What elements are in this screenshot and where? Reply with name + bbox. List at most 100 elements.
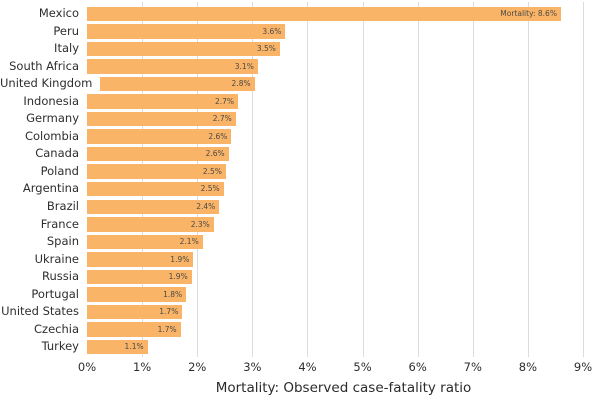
bar-value-label: 2.7%: [214, 96, 234, 106]
country-label: Brazil: [46, 199, 79, 214]
bar-value-label: 2.6%: [205, 149, 225, 159]
country-label: Germany: [26, 111, 79, 126]
x-axis: 0% 1% 2% 3% 4% 5% 6% 7% 8% 9%: [0, 360, 600, 376]
x-tick-label: 5%: [353, 360, 372, 374]
mortality-bar[interactable]: 2.7%: [87, 94, 238, 109]
bar-track: 2.1%: [87, 234, 600, 250]
bar-row: Germany 2.7%: [0, 110, 600, 128]
x-tick-label: 8%: [518, 360, 537, 374]
country-label: Portugal: [31, 286, 79, 301]
country-label: Mexico: [38, 6, 79, 21]
bar-track: 1.7%: [87, 304, 600, 320]
bar-track: 2.6%: [87, 129, 600, 144]
country-label: Czechia: [34, 321, 79, 336]
bar-row: Turkey 1.1%: [0, 338, 600, 356]
bar-track: 2.8%: [100, 76, 600, 92]
country-label: United Kingdom: [0, 76, 93, 91]
bar-value-label: 2.7%: [212, 114, 232, 124]
mortality-bar[interactable]: 2.1%: [87, 234, 203, 250]
country-label: Italy: [54, 41, 79, 56]
x-tick-label: 6%: [408, 360, 427, 374]
country-label: Poland: [40, 163, 79, 178]
bar-value-label: Mortality: 8.6%: [500, 9, 557, 19]
mortality-bar[interactable]: 3.1%: [87, 59, 258, 74]
mortality-bar[interactable]: 2.5%: [87, 181, 224, 197]
country-label: Russia: [42, 269, 79, 284]
mortality-bar[interactable]: 2.7%: [87, 111, 236, 127]
mortality-bar[interactable]: 1.7%: [87, 322, 181, 337]
bar-track: Mortality: 8.6%: [87, 6, 600, 22]
bar-track: 2.5%: [87, 164, 600, 179]
mortality-bar[interactable]: 1.7%: [87, 304, 183, 320]
bar-track: 2.7%: [87, 94, 600, 109]
bar-track: 1.1%: [87, 339, 600, 355]
bar-row: United Kingdom 2.8%: [0, 75, 600, 93]
mortality-bar[interactable]: 1.8%: [87, 287, 187, 302]
country-label: Spain: [46, 234, 79, 249]
bar-track: 2.7%: [87, 111, 600, 127]
x-tick-label: 1%: [132, 360, 152, 374]
x-tick-label: 0%: [77, 360, 97, 374]
bar-value-label: 3.1%: [234, 61, 254, 71]
mortality-bar[interactable]: 1.9%: [87, 252, 194, 267]
bar-row: France 2.3%: [0, 216, 600, 234]
bar-track: 1.9%: [87, 269, 600, 285]
bar-track: 1.7%: [87, 322, 600, 337]
bar-value-label: 2.5%: [200, 184, 220, 194]
bar-row: Canada 2.6%: [0, 145, 600, 163]
bar-value-label: 2.1%: [179, 237, 199, 247]
bar-track: 1.8%: [87, 287, 600, 302]
bar-value-label: 1.1%: [124, 342, 144, 352]
mortality-bar[interactable]: 1.9%: [87, 269, 192, 285]
bar-row: Mexico Mortality: 8.6%: [0, 5, 600, 23]
mortality-bar[interactable]: 2.6%: [87, 146, 229, 162]
bar-track: 2.5%: [87, 181, 600, 197]
country-label: France: [40, 216, 79, 231]
country-label: Argentina: [22, 181, 79, 196]
gridline: [142, 2, 144, 357]
bar-track: 2.6%: [87, 146, 600, 162]
bar-track: 2.4%: [87, 199, 600, 215]
mortality-bar[interactable]: 2.4%: [87, 199, 220, 215]
mortality-bar[interactable]: 3.5%: [87, 41, 280, 57]
country-label: United States: [1, 304, 79, 319]
bar-row: Portugal 1.8%: [0, 286, 600, 304]
gridline: [472, 2, 474, 357]
mortality-bar[interactable]: 3.6%: [87, 24, 286, 39]
bar-value-label: 1.7%: [159, 307, 179, 317]
mortality-bar[interactable]: 2.6%: [87, 129, 232, 144]
country-label: South Africa: [9, 58, 79, 73]
bar-value-label: 2.4%: [196, 202, 216, 212]
country-label: Colombia: [24, 128, 79, 143]
bar-row: Colombia 2.6%: [0, 128, 600, 146]
mortality-bar[interactable]: 2.8%: [100, 76, 255, 92]
bar-value-label: 1.7%: [157, 324, 177, 334]
gridline: [417, 2, 419, 357]
mortality-bar[interactable]: 2.5%: [87, 164, 226, 179]
gridline: [307, 2, 309, 357]
gridline: [527, 2, 529, 357]
gridlines: [142, 2, 584, 357]
plot-area[interactable]: Mexico Mortality: 8.6% Peru 3.6% Italy 3…: [0, 5, 600, 356]
bar-row: Poland 2.5%: [0, 163, 600, 181]
bar-row: Russia 1.9%: [0, 268, 600, 286]
x-tick-label: 2%: [188, 360, 207, 374]
mortality-bar[interactable]: Mortality: 8.6%: [87, 6, 561, 22]
gridline: [362, 2, 364, 357]
bar-row: Ukraine 1.9%: [0, 251, 600, 269]
bar-track: 3.6%: [87, 24, 600, 39]
mortality-bar[interactable]: 2.3%: [87, 217, 214, 232]
bar-track: 3.1%: [87, 59, 600, 74]
x-axis-title: Mortality: Observed case-fatality ratio: [215, 380, 472, 396]
country-label: Canada: [35, 146, 79, 161]
bar-value-label: 1.9%: [170, 254, 190, 264]
bar-value-label: 3.6%: [262, 26, 282, 36]
bar-row: Argentina 2.5%: [0, 180, 600, 198]
country-label: Turkey: [41, 339, 79, 354]
bar-row: Italy 3.5%: [0, 40, 600, 58]
mortality-bar[interactable]: 1.1%: [87, 339, 148, 355]
bar-value-label: 2.3%: [190, 219, 210, 229]
bar-track: 3.5%: [87, 41, 600, 57]
bar-value-label: 2.8%: [231, 79, 251, 89]
